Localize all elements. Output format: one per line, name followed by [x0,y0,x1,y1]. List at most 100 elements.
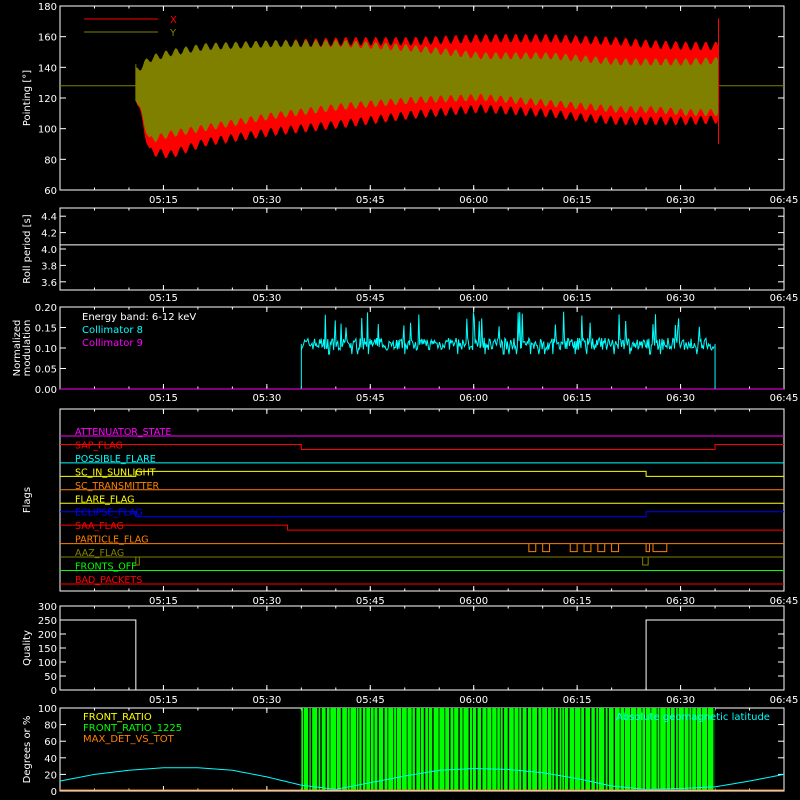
x-tick-label: 05:45 [356,393,385,404]
x-tick-label: 06:00 [459,695,488,706]
x-tick-label: 06:45 [770,195,799,206]
y-tick-label: 100 [38,658,57,669]
x-tick-label: 05:45 [356,695,385,706]
flag-pulse [569,543,578,553]
flag-pulse [642,557,649,566]
flag-label: ECLIPSE_FLAG [75,508,143,519]
y-tick-label: 0.10 [35,344,57,355]
x-tick-label: 05:30 [252,393,281,404]
x-tick-label: 05:30 [252,293,281,304]
y-tick-label: 80 [44,155,57,166]
flag-label: ATTENUATOR_STATE [75,427,171,438]
y-tick-label: 0.05 [35,365,57,376]
y-tick-label: 4.2 [41,229,57,240]
roll-panel: 05:15 05:30 05:45 06:00 06:15 06:30 06:45 3.6 3.… [22,207,798,304]
flag-label: SC_TRANSMITTER [75,481,160,492]
y-tick-label: 180 [38,2,57,13]
modulation-panel: 05:15 05:30 05:45 06:00 06:15 06:30 06:45 0.00 0… [12,303,798,404]
x-tick-label: 06:15 [563,695,592,706]
x-tick-label: 05:30 [252,596,281,607]
flag-label: SC_IN_SUNLIGHT [75,467,156,478]
flag-label: SAP_FLAG [75,440,123,451]
y-tick-label: 0.15 [35,324,57,335]
x-tick-label: 05:45 [356,596,385,607]
flags-panel: 05:15 05:30 05:45 06:00 06:15 06:30 06:45 Flags… [22,408,799,607]
y-tick-label: 160 [38,33,57,44]
flag-line [60,511,784,518]
geomagnetic-latitude-line [59,767,785,790]
y-tick-label: 140 [38,63,57,74]
legend-label: Collimator 8 [82,325,143,336]
flag-line [60,443,784,450]
y-tick-label: 0.20 [35,303,57,314]
flag-label: FLARE_FLAG [75,494,135,505]
flag-label: AAZ_FLAG [75,548,124,559]
x-tick-label: 05:45 [356,195,385,206]
latitude-panel: 0 20 40 60 80 100 Degrees or % FRONT_RATIOFRONT… [22,704,785,798]
y-axis-label: modulation [22,320,33,377]
x-tick-label: 06:15 [563,293,592,304]
x-tick-label: 06:00 [459,596,488,607]
y-tick-label: 3.8 [41,261,57,272]
y-axis-label: Flags [22,487,33,513]
flag-pulse [542,543,551,553]
x-tick-label: 05:15 [149,393,178,404]
x-tick-label: 06:30 [666,393,695,404]
flag-line [60,470,784,477]
y-tick-label: 60 [44,737,57,748]
flag-label: POSSIBLE_FLARE [75,454,156,465]
legend-label: FRONT_RATIO_1225 [83,723,182,734]
y-tick-label: 120 [38,94,57,105]
y-axis-label: Quality [22,630,33,666]
y-tick-label: 100 [38,704,57,715]
x-tick-label: 06:30 [666,195,695,206]
y-tick-label: 3.6 [41,278,57,289]
y-tick-label: 200 [38,630,57,641]
series-y-area [135,39,719,142]
x-tick-label: 05:15 [149,293,178,304]
y-tick-label: 0.00 [35,385,57,396]
y-tick-label: 60 [44,186,57,197]
x-tick-label: 06:45 [770,596,799,607]
y-axis-label: Pointing [°] [22,70,33,126]
x-tick-label: 06:00 [459,195,488,206]
x-tick-label: 05:15 [149,195,178,206]
legend-label: FRONT_RATIO [83,712,152,723]
flag-pulse [652,543,668,553]
y-tick-label: 0 [51,787,57,798]
x-tick-label: 06:45 [770,695,799,706]
quality-line [60,619,784,691]
flags-frame [59,408,785,592]
flag-pulse [135,557,140,566]
right-axis-label: Absolute geomagnetic latitude [616,712,770,723]
y-tick-label: 100 [38,125,57,136]
x-tick-label: 06:15 [563,596,592,607]
x-tick-label: 06:30 [666,695,695,706]
legend-label: X [170,15,177,26]
x-tick-label: 06:00 [459,393,488,404]
flag-line [60,524,784,531]
flag-pulse [583,543,592,553]
x-tick-label: 05:45 [356,293,385,304]
x-tick-label: 05:30 [252,695,281,706]
y-axis-label: Roll period [s] [22,214,33,283]
x-tick-label: 06:30 [666,596,695,607]
flag-label: FRONTS_OFF [75,562,137,573]
y-axis-label: Degrees or % [22,716,33,784]
y-tick-label: 50 [44,672,57,683]
y-tick-label: 4.4 [41,212,57,223]
legend-label: Collimator 9 [82,338,143,349]
y-tick-label: 150 [38,644,57,655]
x-tick-label: 05:15 [149,695,178,706]
x-tick-label: 06:30 [666,293,695,304]
flag-label: PARTICLE_FLAG [75,535,148,546]
y-tick-label: 40 [44,754,57,765]
energy-band-annotation: Energy band: 6-12 keV [82,312,196,323]
x-tick-label: 05:30 [252,195,281,206]
y-tick-label: 4.0 [41,245,57,256]
y-tick-label: 250 [38,616,57,627]
x-tick-label: 06:15 [563,393,592,404]
flag-pulse [528,543,537,553]
y-tick-label: 0 [51,686,57,697]
